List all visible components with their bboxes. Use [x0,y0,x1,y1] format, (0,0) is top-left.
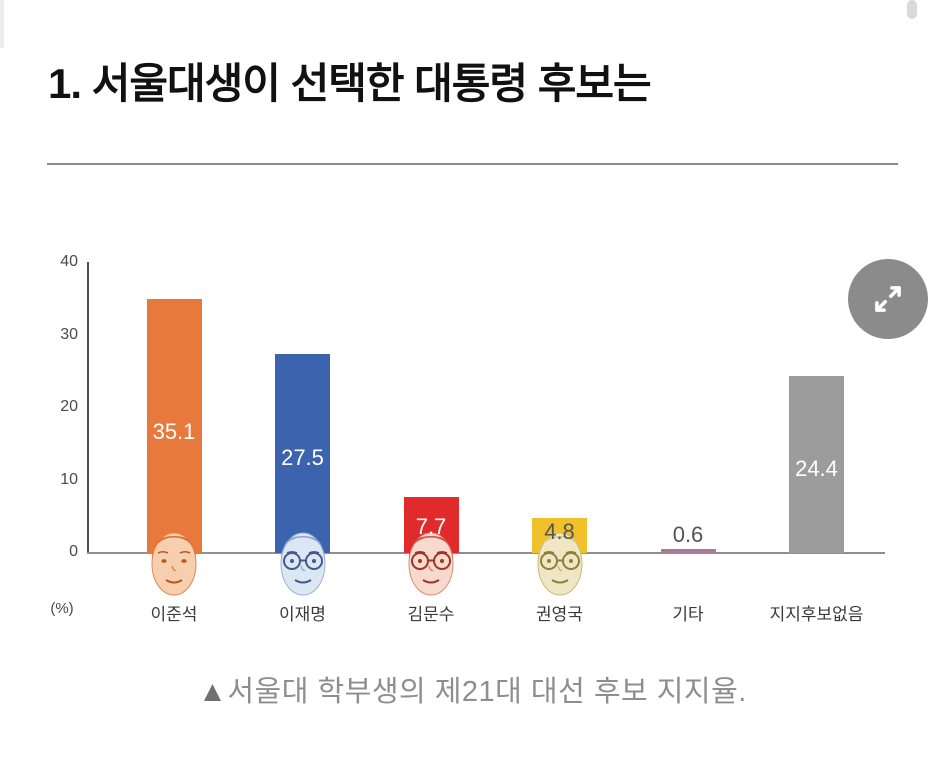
title-divider [47,163,898,165]
bar-value-label: 4.8 [544,519,575,545]
y-tick-label: 30 [60,325,78,343]
expand-button[interactable] [848,259,928,339]
chart-bar [275,353,330,553]
expand-arrows-icon [868,279,908,319]
bar-value-label: 27.5 [281,445,324,471]
bar-value-label: 0.6 [672,521,704,547]
category-label: 이준석 [150,605,198,624]
candidate-portrait [532,516,588,602]
scrollbar-thumb[interactable] [907,0,917,19]
axis-unit-label: (%) [50,600,74,617]
y-tick-label: 40 [60,253,78,270]
category-label: 김문수 [407,605,455,624]
y-tick-label: 10 [60,470,78,488]
bar-value-label: 24.4 [795,456,838,482]
chart-bar [660,548,716,553]
y-tick-label: 0 [69,543,78,560]
category-label: 이재명 [279,605,326,624]
candidate-portrait [275,516,331,602]
page-title: 1. 서울대생이 선택한 대통령 후보는 [48,60,652,107]
candidate-portrait [146,516,202,602]
caption-triangle-icon: ▲ [198,676,228,708]
chart-caption: ▲서울대 학부생의 제21대 대선 후보 지지율. [0,668,945,710]
bar-value-label: 7.7 [415,514,447,540]
chart-bar [146,298,202,553]
caption-text: 서울대 학부생의 제21대 대선 후보 지지율. [227,676,747,708]
bar-value-label: 35.1 [152,418,196,444]
category-label: 지지후보없음 [769,605,864,624]
page-edge-sliver [0,0,4,48]
y-axis-line [87,262,89,553]
category-label: 권영국 [536,605,583,624]
y-tick-label: 20 [60,398,78,415]
x-axis-line [87,552,885,554]
candidate-portrait [403,516,459,602]
chart-bar [789,376,844,553]
category-label: 기타 [672,605,704,624]
